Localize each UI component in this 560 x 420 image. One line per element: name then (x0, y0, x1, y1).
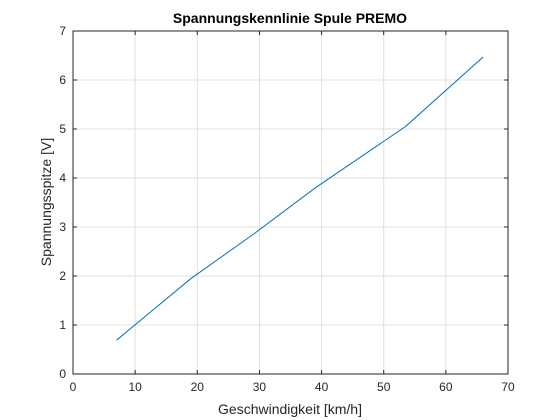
x-tick-label: 20 (191, 380, 205, 394)
y-tick-label: 1 (59, 318, 66, 332)
data-point (253, 234, 254, 235)
series-layer (116, 56, 484, 341)
data-point (483, 56, 484, 57)
y-tick-label: 2 (59, 269, 66, 283)
chart-title: Spannungskennlinie Spule PREMO (173, 10, 407, 26)
series-line (116, 56, 484, 341)
x-tick-label: 60 (439, 380, 453, 394)
data-point (405, 126, 406, 127)
x-tick-label: 40 (315, 380, 329, 394)
y-tick-label: 0 (59, 367, 66, 381)
y-axis-label: Spannungsspitze [V] (38, 138, 54, 266)
data-point (315, 187, 316, 188)
x-tick-label: 30 (253, 380, 267, 394)
plot-frame (72, 30, 509, 375)
y-tick-label: 7 (59, 24, 66, 38)
y-tick-label: 4 (59, 171, 66, 185)
x-tick-label: 50 (377, 380, 391, 394)
y-tick-label: 6 (59, 73, 66, 87)
plot-area (73, 31, 508, 374)
x-tick-label: 70 (501, 380, 515, 394)
data-point (116, 340, 117, 341)
x-tick-label: 0 (70, 380, 77, 394)
ticks: 0 10 20 30 40 50 60 70 0 1 2 3 4 5 6 7 (59, 24, 515, 394)
x-axis-label: Geschwindigkeit [km/h] (218, 401, 362, 417)
x-tick-label: 10 (128, 380, 142, 394)
y-tick-label: 5 (59, 122, 66, 136)
y-tick-label: 3 (59, 220, 66, 234)
data-point (191, 278, 192, 279)
